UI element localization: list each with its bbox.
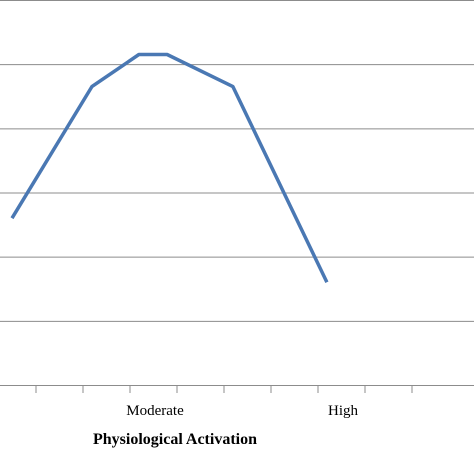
x-axis-title: Physiological Activation: [93, 431, 257, 448]
x-tick-label: Moderate: [126, 403, 184, 419]
series-line: [10, 52, 329, 284]
x-axis: [0, 385, 474, 393]
gridlines: [0, 0, 474, 322]
series-layer: [10, 52, 329, 284]
x-tick-labels: Moderate High: [126, 403, 358, 419]
x-tick-label: High: [328, 403, 359, 419]
